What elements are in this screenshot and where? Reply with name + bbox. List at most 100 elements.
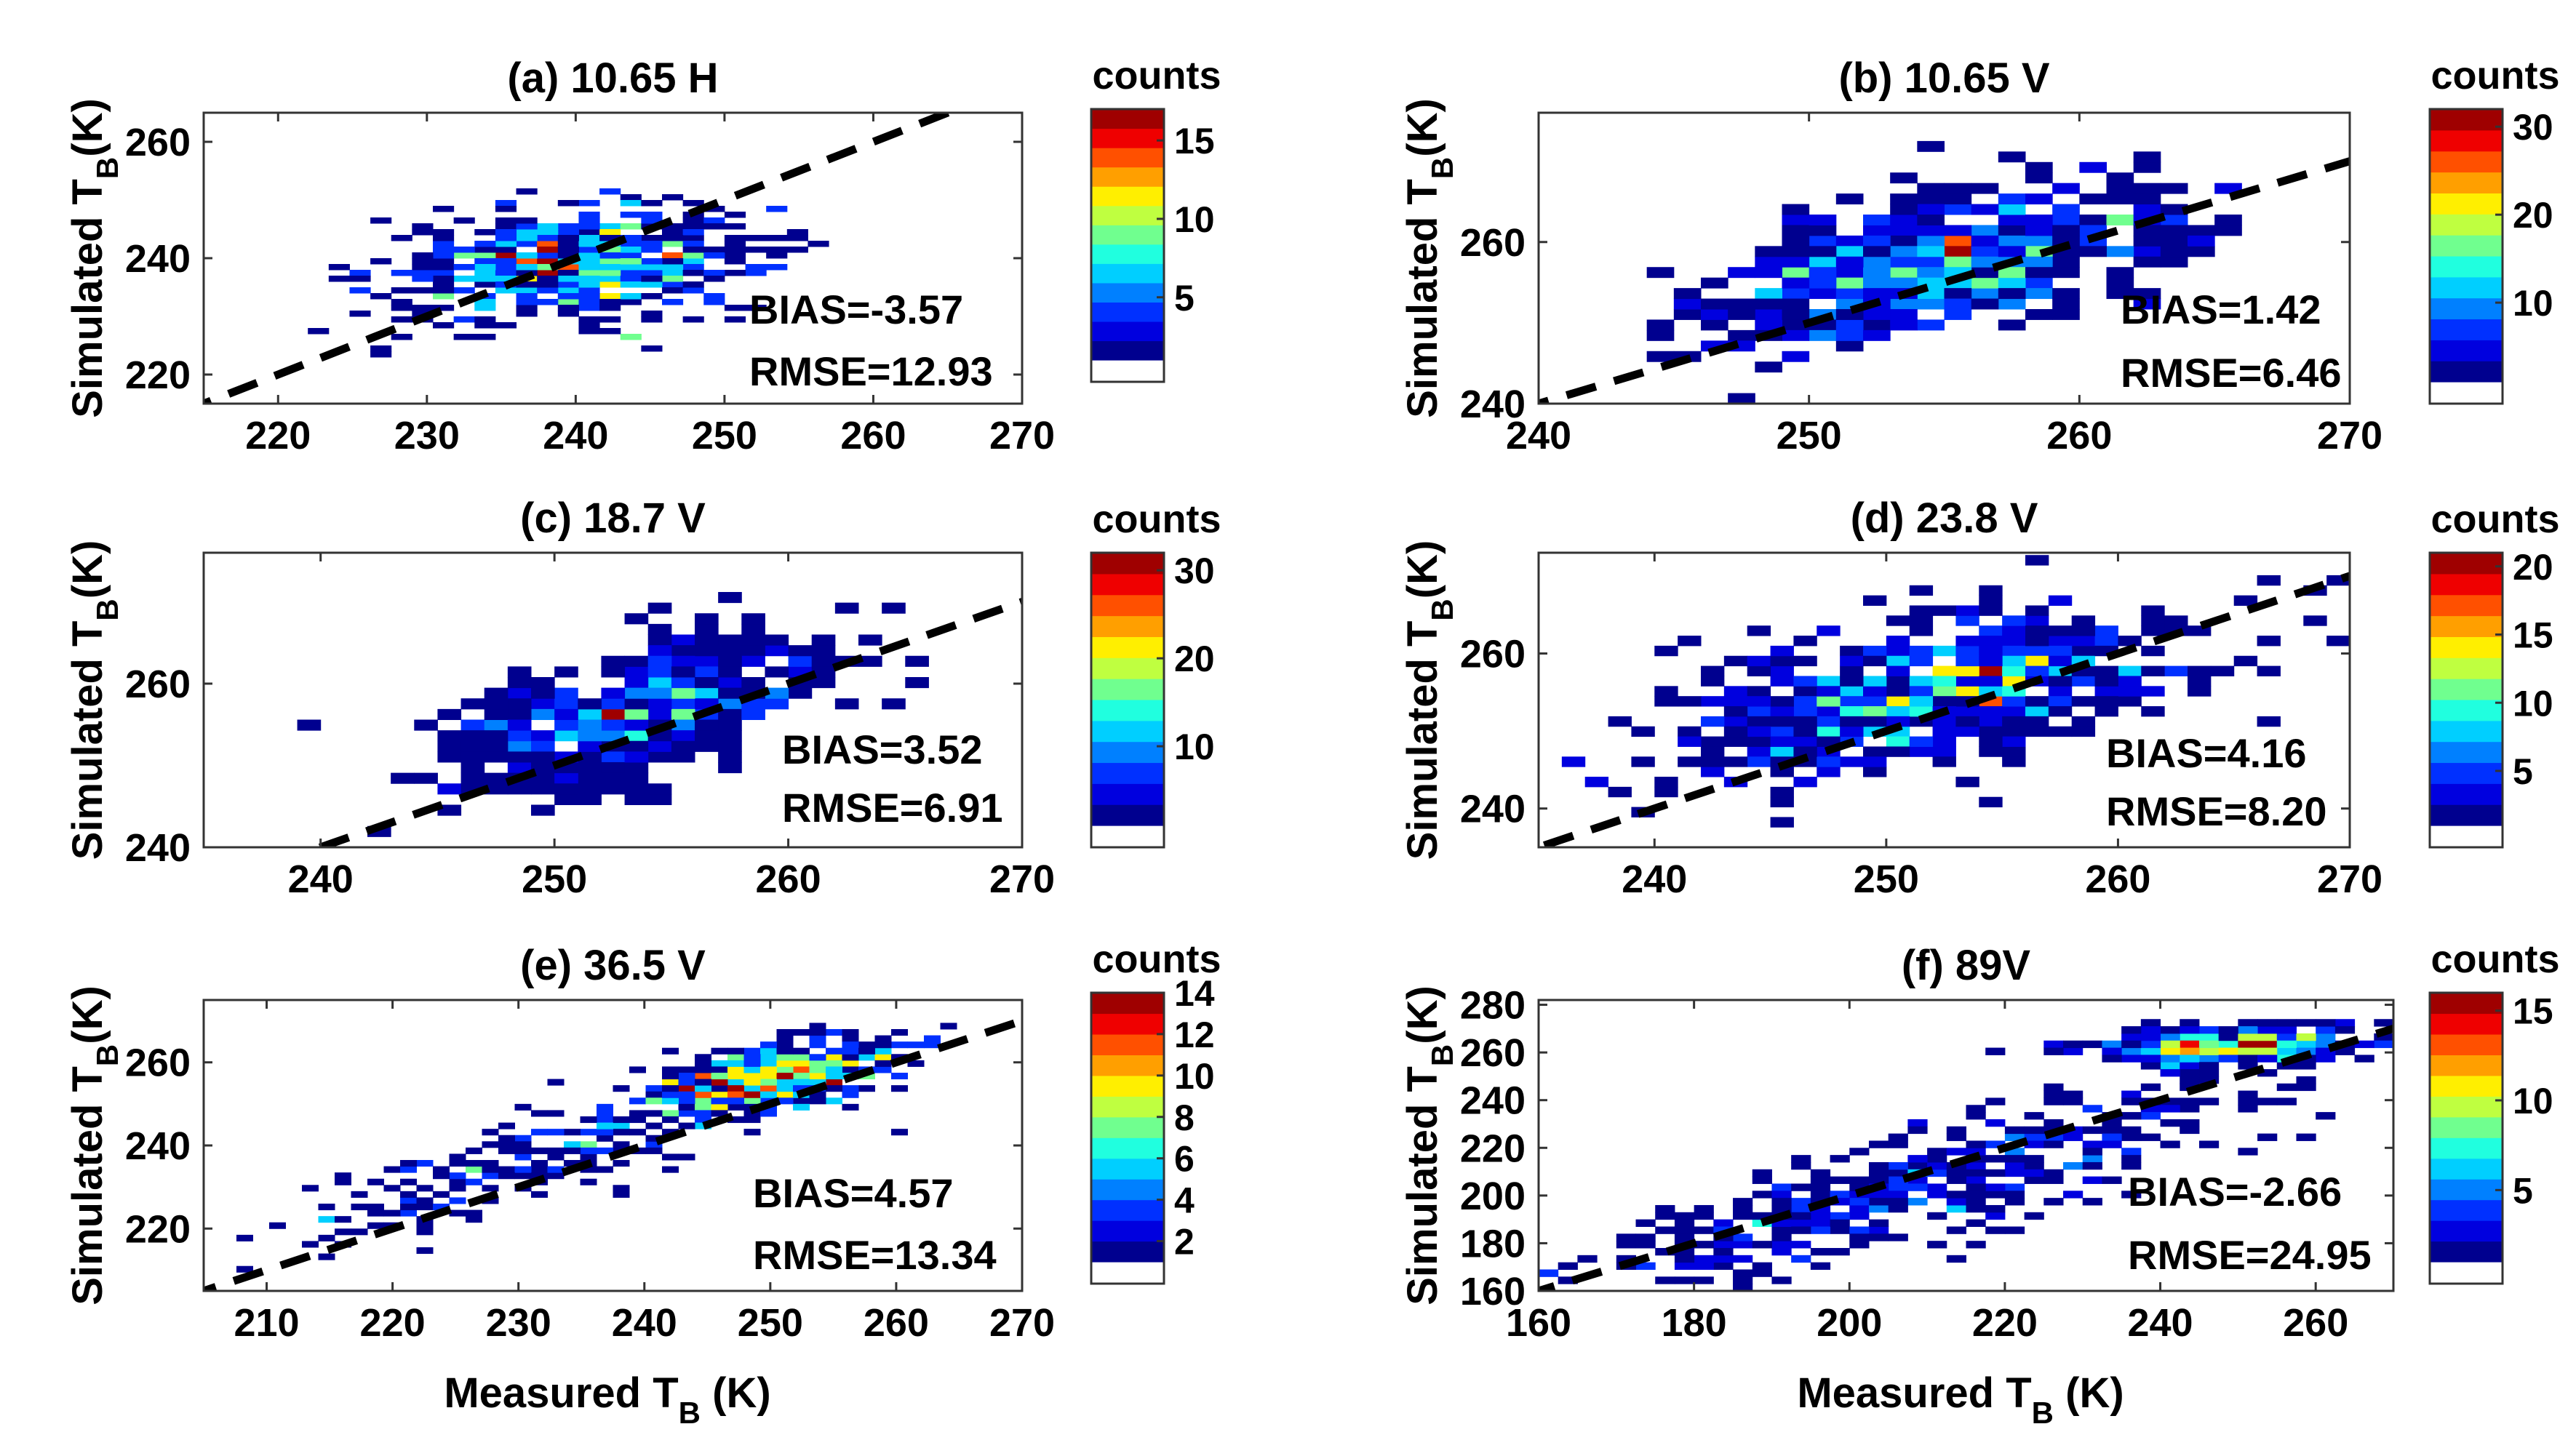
heatmap-cell (453, 287, 475, 294)
heatmap-cell (1840, 726, 1864, 737)
heatmap-cell (809, 1060, 826, 1067)
heatmap-cell (1909, 736, 1934, 747)
heatmap-cell (1917, 215, 1945, 225)
colorbar-band (1091, 340, 1164, 361)
heatmap-cell (662, 1116, 679, 1124)
colorbar-band (2430, 109, 2503, 131)
heatmap-cell (1979, 736, 2003, 747)
heatmap-cell (1927, 1183, 1947, 1191)
heatmap-cell (1655, 1212, 1675, 1220)
heatmap-cell (842, 1103, 859, 1111)
heatmap-cell (1817, 676, 1841, 687)
colorbar-band (2430, 1075, 2503, 1097)
heatmap-cell (495, 287, 517, 294)
heatmap-cell (641, 217, 663, 224)
heatmap-cell (645, 1085, 663, 1092)
heatmap-cell (2121, 1097, 2142, 1105)
heatmap-cell (437, 730, 462, 742)
heatmap-cell (1782, 235, 1810, 247)
heatmap-cell (2102, 1040, 2122, 1049)
heatmap-cell (1966, 1204, 1986, 1213)
heatmap-cell (682, 235, 704, 241)
colorbar-tick-label: 12 (1174, 1015, 1215, 1055)
heatmap-cell (703, 252, 725, 259)
x-tick-label: 180 (1662, 1301, 1727, 1345)
colorbar-tick-label: 8 (1174, 1097, 1195, 1138)
heatmap-cell (531, 1191, 548, 1198)
heatmap-cell (743, 1079, 761, 1086)
heatmap-cell (624, 708, 649, 720)
heatmap-cell (629, 1097, 646, 1105)
heatmap-cell (907, 1041, 925, 1049)
heatmap-cell (474, 299, 496, 305)
heatmap-cell (718, 719, 742, 731)
heatmap-cell (1868, 1169, 1889, 1177)
heatmap-cell (484, 740, 509, 752)
colorbar-band (2430, 1241, 2503, 1263)
heatmap-cell (2002, 665, 2026, 676)
heatmap-cell (776, 1091, 794, 1098)
heatmap-cell (678, 1085, 695, 1092)
colorbar-tick-label: 15 (2513, 615, 2553, 656)
heatmap-cell (1979, 605, 2003, 616)
heatmap-cell (924, 1035, 941, 1042)
heatmap-cell (2002, 746, 2026, 757)
heatmap-cell (601, 772, 626, 784)
heatmap-cell (724, 247, 746, 253)
heatmap-cell (1810, 1262, 1831, 1270)
colorbar-band (1091, 679, 1164, 700)
heatmap-cell (2004, 1169, 2025, 1177)
heatmap-cell (1616, 1255, 1637, 1263)
heatmap-cell (1955, 686, 1979, 697)
heatmap-cell (2121, 1040, 2142, 1049)
heatmap-cell (416, 1247, 434, 1255)
colorbar-band (2430, 783, 2503, 805)
heatmap-cell (1979, 655, 2003, 667)
heatmap-cell (1932, 716, 1956, 727)
heatmap-cell (765, 698, 789, 710)
heatmap-cell (2048, 645, 2073, 657)
heatmap-cell (1747, 706, 1771, 717)
heatmap-cell (1791, 1161, 1811, 1170)
colorbar-band (2430, 1033, 2503, 1055)
heatmap-cell (2133, 298, 2161, 310)
heatmap-cell (2198, 1097, 2220, 1105)
heatmap-cell (1863, 655, 1887, 667)
heatmap-cell (718, 666, 742, 678)
heatmap-cell (1835, 267, 1864, 279)
heatmap-cell (335, 1228, 351, 1236)
heatmap-cell (1890, 319, 1918, 331)
heatmap-cell (2238, 1033, 2258, 1041)
heatmap-cell (662, 1091, 679, 1098)
heatmap-cell (2025, 625, 2049, 636)
heatmap-cell (2198, 1055, 2220, 1063)
heatmap-cell (2296, 1133, 2316, 1141)
heatmap-cell (826, 1073, 842, 1080)
heatmap-cell (1835, 277, 1864, 289)
heatmap-cell (537, 270, 559, 276)
panel-title: (b) 10.65 V (1838, 55, 2049, 102)
heatmap-cell (624, 677, 649, 689)
heatmap-cell (1771, 1204, 1792, 1213)
heatmap-cell (2296, 1076, 2316, 1084)
x-tick-label: 270 (989, 1301, 1055, 1345)
heatmap-cell (1713, 1241, 1734, 1249)
colorbar-band (2430, 1220, 2503, 1242)
heatmap-cell (1608, 786, 1632, 798)
heatmap-cell (834, 698, 859, 710)
heatmap-cell (597, 1147, 613, 1154)
heatmap-cell (811, 677, 836, 689)
heatmap-cell (2180, 1069, 2200, 1077)
heatmap-cell (474, 305, 496, 311)
heatmap-cell (1886, 645, 1910, 657)
x-tick-label: 250 (1777, 414, 1842, 457)
heatmap-cell (1678, 726, 1702, 737)
heatmap-cell (1733, 1276, 1753, 1284)
heatmap-cell (370, 217, 392, 224)
heatmap-cell (826, 1054, 842, 1061)
heatmap-cell (578, 270, 600, 276)
heatmap-cell (1713, 1247, 1734, 1256)
y-tick-label: 280 (1460, 984, 1526, 1028)
heatmap-cell (1971, 277, 1999, 289)
